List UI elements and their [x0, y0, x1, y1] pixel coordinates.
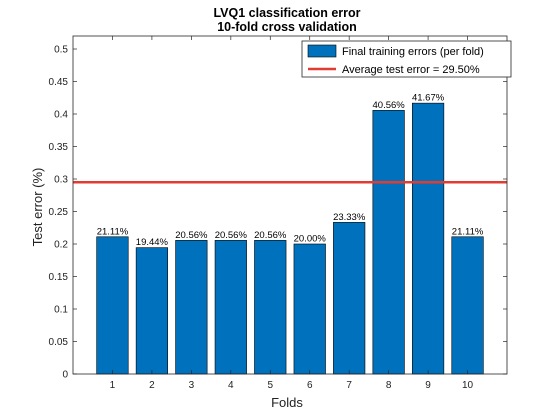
x-tick-label: 9: [425, 380, 431, 391]
bar-fold-10: [451, 236, 484, 375]
x-tick-label: 8: [386, 380, 392, 391]
y-tick-label: 0.3: [54, 175, 68, 186]
data-label-fold-5: 20.56%: [254, 230, 287, 241]
x-tick-label: 5: [267, 380, 273, 391]
x-tick-label: 7: [346, 380, 352, 391]
bar-fold-1: [96, 236, 129, 375]
legend-box: [301, 40, 512, 78]
data-label-fold-2: 19.44%: [136, 237, 169, 248]
bar-fold-8: [372, 110, 405, 375]
y-tick-label: 0.1: [54, 305, 68, 316]
x-tick-label: 1: [110, 380, 116, 391]
y-tick-label: 0.2: [54, 240, 68, 251]
chart-title-line-2: 10-fold cross validation: [217, 20, 357, 34]
bar-fold-9: [412, 102, 445, 375]
legend-swatch-bars: [307, 44, 337, 58]
data-label-fold-6: 20.00%: [294, 234, 327, 245]
y-tick-label: 0.5: [54, 45, 68, 56]
y-tick-label: 0.35: [49, 142, 69, 153]
y-tick-label: 0.25: [49, 207, 69, 218]
x-tick-label: 2: [149, 380, 155, 391]
data-label-fold-10: 21.11%: [452, 226, 484, 237]
y-axis-label: Test error (%): [30, 168, 45, 247]
bar-fold-7: [333, 222, 366, 375]
y-tick-label: 0: [62, 370, 68, 381]
legend-entry-bars: Final training errors (per fold): [342, 46, 484, 58]
data-label-fold-7: 23.33%: [333, 212, 366, 223]
bar-fold-6: [293, 243, 326, 375]
chart-title-line-1: LVQ1 classification error: [213, 6, 360, 20]
data-label-fold-3: 20.56%: [175, 230, 208, 241]
y-tick-label: 0.15: [49, 272, 69, 283]
bar-fold-3: [175, 240, 208, 375]
bar-fold-4: [214, 240, 247, 375]
y-tick-label: 0.05: [49, 337, 69, 348]
plot-area: 21.11% 19.44% 20.56% 20.56% 20.56% 20.00% 23.3…: [49, 35, 508, 391]
x-tick-label: 6: [307, 380, 313, 391]
x-tick-label: 10: [462, 380, 474, 391]
x-tick-label: 3: [189, 380, 195, 391]
bar-fold-2: [135, 247, 168, 375]
y-tick-label: 0.45: [49, 77, 69, 88]
legend: Final training errors (per fold) Average…: [301, 40, 512, 78]
x-axis-label: Folds: [271, 395, 303, 410]
data-label-fold-1: 21.11%: [97, 226, 129, 237]
y-tick-label: 0.4: [54, 110, 68, 121]
bar-fold-5: [254, 240, 287, 375]
data-label-fold-9: 41.67%: [412, 93, 445, 104]
axes-box: [72, 35, 508, 375]
data-label-fold-8: 40.56%: [373, 100, 406, 111]
x-tick-label: 4: [228, 380, 234, 391]
legend-entry-average: Average test error = 29.50%: [342, 64, 480, 76]
data-label-fold-4: 20.56%: [215, 230, 248, 241]
